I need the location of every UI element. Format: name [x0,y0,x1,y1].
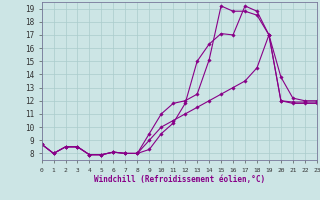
X-axis label: Windchill (Refroidissement éolien,°C): Windchill (Refroidissement éolien,°C) [94,175,265,184]
